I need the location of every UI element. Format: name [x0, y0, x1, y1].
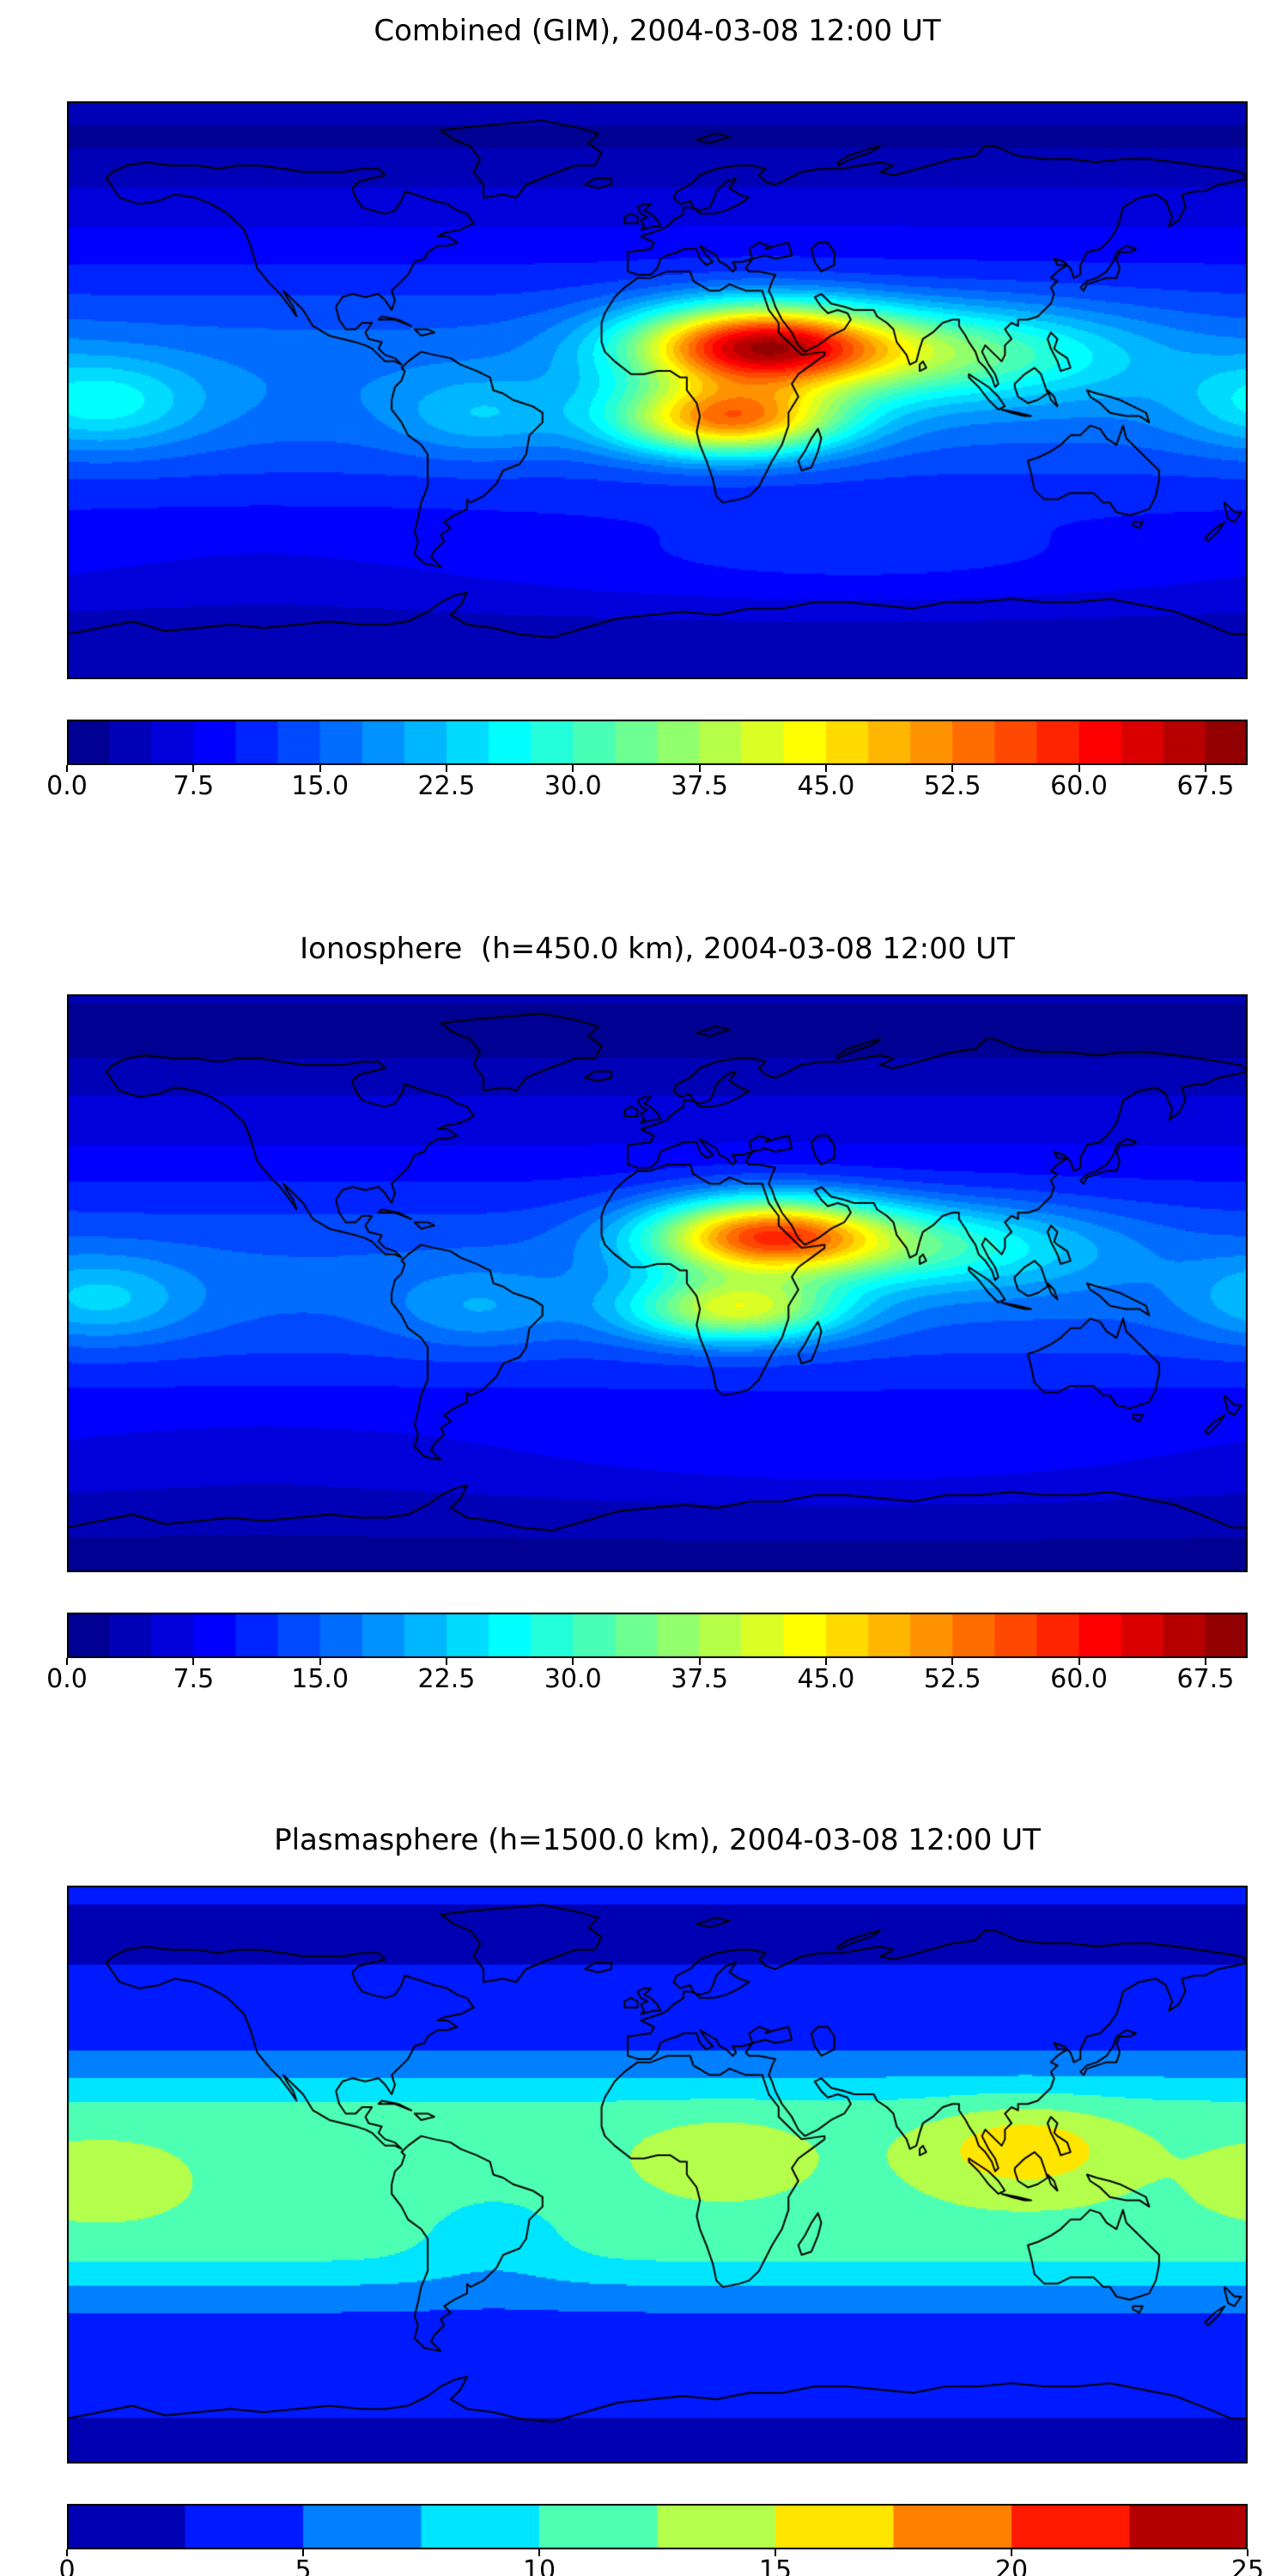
colorbar-tick-mark [698, 1658, 701, 1665]
colorbar-tick-mark [66, 2549, 68, 2556]
colorbar-tick-label: 15 [758, 2555, 793, 2576]
colorbar-tick-label: 60.0 [1050, 1664, 1108, 1694]
colorbar-tick-label: 25 [1230, 2555, 1265, 2576]
colorbar-tick-mark [66, 765, 68, 772]
colorbar-tick-mark [951, 765, 954, 772]
colorbar-tick-label: 0.0 [46, 771, 88, 801]
colorbar-ticks-combined-gim: 0.0 7.5 15.0 22.5 30.0 37.5 45.0 52.5 60.0 67.5 [0, 765, 1288, 817]
colorbar-tick-label: 7.5 [173, 1664, 215, 1694]
colorbar-tick-label: 22.5 [417, 1664, 476, 1694]
colorbar-tick-label: 5 [295, 2555, 312, 2576]
colorbar-tick-mark [1078, 765, 1080, 772]
colorbar-tick-mark [572, 1658, 574, 1665]
colorbar-tick-mark [538, 2549, 540, 2556]
colorbar-tick-mark [824, 1658, 827, 1665]
colorbar-tick-label: 20 [994, 2555, 1029, 2576]
colorbar-tick-label: 7.5 [173, 771, 215, 801]
panel-title: Combined (GIM), 2004-03-08 12:00 UT [374, 14, 941, 48]
colorbar-tick-label: 67.5 [1176, 1664, 1235, 1694]
colorbar-combined-gim [67, 720, 1248, 765]
colorbar-ticks-ionosphere: 0.0 7.5 15.0 22.5 30.0 37.5 45.0 52.5 60.0 67.5 [0, 1658, 1288, 1710]
colorbar-ionosphere [67, 1613, 1248, 1658]
map-ionosphere [67, 994, 1248, 1572]
colorbar-tick-mark [1247, 2549, 1249, 2556]
panel-title: Plasmasphere (h=1500.0 km), 2004-03-08 1… [274, 1823, 1041, 1857]
colorbar-ticks-plasmasphere: 0 5 10 15 20 25 [0, 2549, 1288, 2576]
colorbar-tick-label: 10 [522, 2555, 556, 2576]
map-combined-gim [67, 101, 1248, 679]
colorbar-tick-mark [302, 2549, 304, 2556]
panel-title: Ionosphere (h=450.0 km), 2004-03-08 12:0… [300, 932, 1015, 966]
colorbar-tick-mark [824, 765, 827, 772]
colorbar-tick-mark [572, 765, 574, 772]
colorbar-tick-mark [775, 2549, 776, 2556]
colorbar-tick-label: 52.5 [923, 771, 981, 801]
colorbar-tick-label: 37.5 [671, 771, 728, 801]
colorbar-tick-mark [1078, 1658, 1080, 1665]
colorbar-tick-mark [66, 1658, 68, 1665]
panel-ionosphere: Ionosphere (h=450.0 km), 2004-03-08 12:0… [0, 893, 1288, 1786]
colorbar-tick-label: 52.5 [923, 1664, 981, 1694]
colorbar-tick-label: 45.0 [797, 771, 855, 801]
colorbar-tick-label: 22.5 [417, 771, 476, 801]
colorbar-tick-mark [1204, 765, 1206, 772]
colorbar-tick-mark [192, 1658, 195, 1665]
colorbar-tick-label: 37.5 [671, 1664, 728, 1694]
colorbar-tick-label: 30.0 [544, 1664, 602, 1694]
colorbar-tick-label: 15.0 [291, 1664, 349, 1694]
colorbar-tick-mark [319, 765, 321, 772]
colorbar-tick-mark [698, 765, 701, 772]
colorbar-tick-label: 0 [58, 2555, 76, 2576]
colorbar-tick-label: 15.0 [291, 771, 349, 801]
colorbar-tick-label: 0.0 [46, 1664, 88, 1694]
colorbar-tick-mark [445, 1658, 447, 1665]
colorbar-plasmasphere [67, 2504, 1248, 2549]
colorbar-tick-label: 60.0 [1050, 771, 1108, 801]
colorbar-tick-label: 67.5 [1176, 771, 1235, 801]
colorbar-tick-mark [319, 1658, 321, 1665]
map-plasmasphere [67, 1886, 1248, 2464]
panel-combined-gim: Combined (GIM), 2004-03-08 12:00 UT 0.0 7… [0, 0, 1288, 893]
colorbar-tick-label: 45.0 [797, 1664, 855, 1694]
colorbar-tick-mark [1011, 2549, 1012, 2556]
colorbar-tick-label: 30.0 [544, 771, 602, 801]
colorbar-tick-mark [445, 765, 447, 772]
colorbar-tick-mark [951, 1658, 954, 1665]
colorbar-tick-mark [192, 765, 195, 772]
panel-plasmasphere: Plasmasphere (h=1500.0 km), 2004-03-08 1… [0, 1784, 1288, 2576]
colorbar-tick-mark [1204, 1658, 1206, 1665]
